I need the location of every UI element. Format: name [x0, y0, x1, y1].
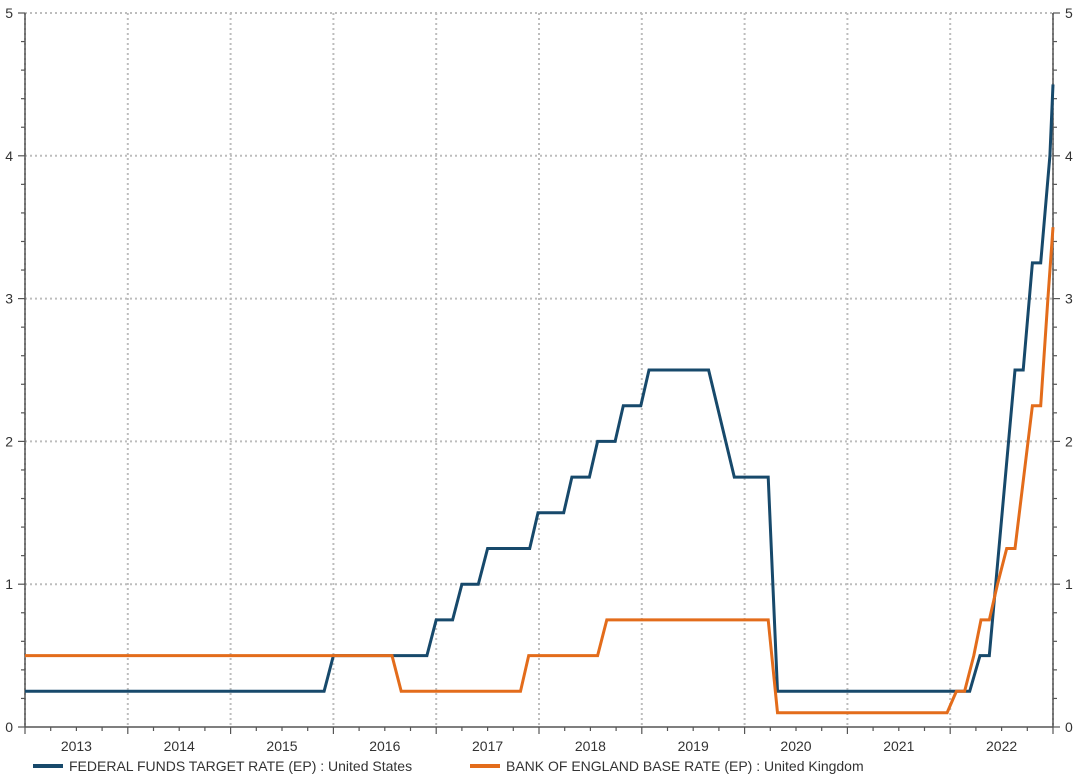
legend-item-boe[interactable]: BANK OF ENGLAND BASE RATE (EP) : United … [470, 758, 864, 774]
y-tick-label-right: 0 [1065, 719, 1073, 735]
axes [18, 12, 1060, 734]
y-tick-label-right: 3 [1065, 291, 1073, 307]
y-tick-label-left: 5 [5, 5, 13, 21]
y-tick-label-right: 4 [1065, 148, 1073, 164]
legend-item-fed[interactable]: FEDERAL FUNDS TARGET RATE (EP) : United … [33, 758, 412, 774]
grid-lines [24, 12, 1054, 727]
axis-labels: 0 0 1 1 2 2 3 3 4 4 5 5 2013 2014 2015 2016 2017 2018 2019… [5, 5, 1073, 754]
y-tick-label-left: 4 [5, 148, 13, 164]
series-lines [25, 84, 1055, 715]
y-tick-label-left: 2 [5, 433, 13, 449]
x-tick-label: 2017 [472, 738, 503, 754]
y-tick-label-left: 1 [5, 576, 13, 592]
fed-funds-line [25, 84, 1055, 693]
y-tick-label-right: 1 [1065, 576, 1073, 592]
y-tick-label-right: 2 [1065, 433, 1073, 449]
legend-swatch-boe [470, 764, 500, 768]
y-tick-label-right: 5 [1065, 5, 1073, 21]
x-tick-label: 2019 [678, 738, 709, 754]
x-tick-label: 2014 [164, 738, 195, 754]
y-tick-label-left: 3 [5, 291, 13, 307]
x-tick-label: 2022 [986, 738, 1017, 754]
x-tick-label: 2015 [266, 738, 297, 754]
x-tick-label: 2021 [883, 738, 914, 754]
x-tick-label: 2016 [369, 738, 400, 754]
legend-swatch-fed [33, 764, 63, 768]
x-tick-label: 2020 [780, 738, 811, 754]
line-chart: 0 0 1 1 2 2 3 3 4 4 5 5 2013 2014 2015 2016 2017 2018 2019… [5, 5, 1073, 754]
boe-base-rate-line [25, 227, 1055, 715]
x-tick-label: 2013 [61, 738, 92, 754]
legend-label-boe: BANK OF ENGLAND BASE RATE (EP) : United … [506, 758, 864, 774]
x-tick-label: 2018 [575, 738, 606, 754]
y-tick-label-left: 0 [5, 719, 13, 735]
legend: FEDERAL FUNDS TARGET RATE (EP) : United … [0, 754, 1080, 782]
legend-label-fed: FEDERAL FUNDS TARGET RATE (EP) : United … [69, 758, 413, 774]
